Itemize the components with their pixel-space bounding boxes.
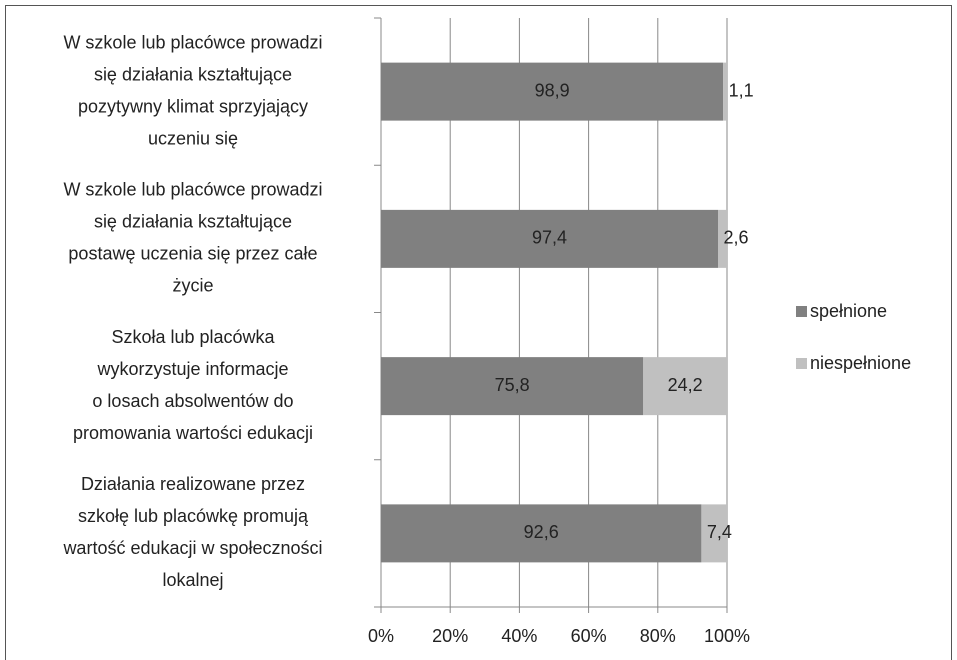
value-label: 92,6 xyxy=(524,522,559,542)
category-label: pozytywny klimat sprzyjający xyxy=(78,96,308,116)
bar-segment xyxy=(718,209,727,268)
bar-segment xyxy=(723,62,727,121)
category-label: lokalnej xyxy=(162,570,223,590)
bar-segment xyxy=(381,504,702,563)
bar-segment xyxy=(381,209,719,268)
legend-swatch xyxy=(796,306,807,317)
category-label: Szkoła lub placówka xyxy=(111,327,275,347)
value-label: 2,6 xyxy=(723,228,748,248)
category-label: wartość edukacji w społeczności xyxy=(62,538,322,558)
category-label: uczeniu się xyxy=(148,128,238,148)
category-label: się działania kształtujące xyxy=(94,64,292,84)
category-label: się działania kształtujące xyxy=(94,212,292,232)
bar-segment xyxy=(381,357,644,416)
legend-label: niespełnione xyxy=(810,353,911,373)
bar-segment xyxy=(381,62,724,121)
category-label: W szkole lub placówce prowadzi xyxy=(63,180,322,200)
category-label: szkołę lub placówkę promują xyxy=(78,506,309,526)
x-tick-label: 80% xyxy=(640,626,676,646)
value-label: 24,2 xyxy=(668,375,703,395)
value-label: 7,4 xyxy=(707,522,732,542)
value-label: 97,4 xyxy=(532,228,567,248)
value-label: 1,1 xyxy=(729,80,754,100)
category-label: o losach absolwentów do xyxy=(92,391,293,411)
bar-segment xyxy=(643,357,727,416)
category-label: promowania wartości edukacji xyxy=(73,423,313,443)
chart-frame xyxy=(5,5,952,660)
category-label: Działania realizowane przez xyxy=(81,474,305,494)
x-tick-label: 40% xyxy=(501,626,537,646)
category-label: postawę uczenia się przez całe xyxy=(68,244,317,264)
category-label: W szkole lub placówce prowadzi xyxy=(63,32,322,52)
x-tick-label: 100% xyxy=(704,626,750,646)
legend-swatch xyxy=(796,358,807,369)
x-tick-label: 60% xyxy=(571,626,607,646)
x-tick-label: 20% xyxy=(432,626,468,646)
legend-label: spełnione xyxy=(810,301,887,321)
category-label: wykorzystuje informacje xyxy=(96,359,288,379)
bar-segment xyxy=(701,504,727,563)
x-tick-label: 0% xyxy=(368,626,394,646)
category-label: życie xyxy=(172,276,213,296)
value-label: 75,8 xyxy=(495,375,530,395)
value-label: 98,9 xyxy=(535,80,570,100)
